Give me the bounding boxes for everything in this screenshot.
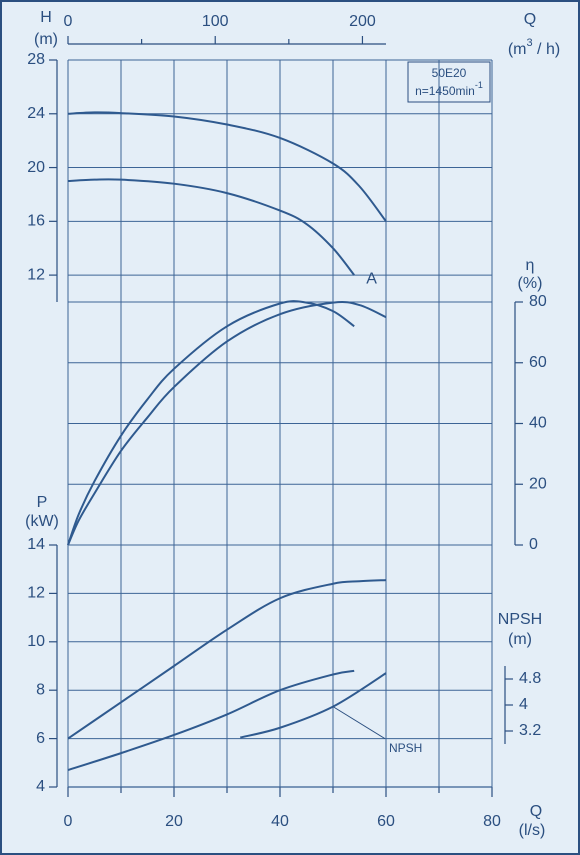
y-tick-label: 20: [27, 159, 45, 176]
x-axis-unit: (l/s): [519, 822, 546, 839]
y-tick-label: 4: [519, 696, 528, 713]
y-tick-label: 4.8: [519, 670, 541, 687]
y-tick-label: 10: [27, 633, 45, 650]
y-axis-label: NPSH: [498, 611, 542, 628]
y-tick-label: 4: [36, 778, 45, 795]
y-tick-label: 12: [27, 266, 45, 283]
y-tick-label: 40: [529, 415, 547, 432]
x-tick-label: 40: [271, 813, 289, 830]
y-tick-label: 6: [36, 730, 45, 747]
top-unit-a: (m: [508, 41, 527, 58]
top-axis-unit: (m3 / h): [508, 37, 560, 58]
y-tick-label: 20: [529, 475, 547, 492]
top-unit-b: / h): [533, 41, 561, 58]
x-tick-label: 0: [64, 813, 73, 830]
y-tick-label: 24: [27, 105, 45, 122]
y-tick-label: 3.2: [519, 722, 541, 739]
info-box: [407, 61, 491, 103]
top-tick-label: 100: [202, 13, 229, 30]
top-tick-label: 0: [64, 13, 73, 30]
y-tick-label: 28: [27, 51, 45, 68]
y-axis-unit: (kW): [25, 513, 59, 530]
speed-sup: -1: [475, 80, 483, 90]
curve: [67, 669, 355, 772]
model-label: 50E20: [432, 66, 467, 80]
curve: [67, 300, 355, 546]
y-axis-label: η: [526, 257, 535, 274]
y-axis-unit: (%): [518, 275, 543, 292]
curve: [67, 579, 387, 740]
curve: [67, 178, 355, 276]
series-label: A: [366, 270, 377, 287]
top-unit-sup: 3: [526, 37, 532, 49]
leader-line: [332, 706, 386, 740]
speed-text: n=1450min: [415, 84, 475, 98]
top-axis-label: Q: [524, 11, 536, 28]
y-tick-label: 80: [529, 293, 547, 310]
curve: [67, 111, 387, 222]
y-tick-label: 8: [36, 681, 45, 698]
top-tick-label: 200: [349, 13, 376, 30]
x-tick-label: 80: [483, 813, 501, 830]
series-label: NPSH: [389, 741, 422, 755]
y-tick-label: 60: [529, 354, 547, 371]
y-axis-label: H: [40, 9, 52, 26]
curve: [67, 301, 387, 546]
x-tick-label: 20: [165, 813, 183, 830]
speed-label: n=1450min-1: [415, 80, 483, 98]
y-axis-unit: (m): [508, 631, 532, 648]
y-axis-label: P: [37, 494, 48, 511]
x-axis-label: Q: [530, 803, 542, 820]
x-tick-label: 60: [377, 813, 395, 830]
curve: [240, 672, 387, 739]
y-tick-label: 14: [27, 536, 45, 553]
y-tick-label: 0: [529, 536, 538, 553]
y-tick-label: 16: [27, 213, 45, 230]
y-axis-unit: (m): [34, 31, 58, 48]
y-tick-label: 12: [27, 585, 45, 602]
